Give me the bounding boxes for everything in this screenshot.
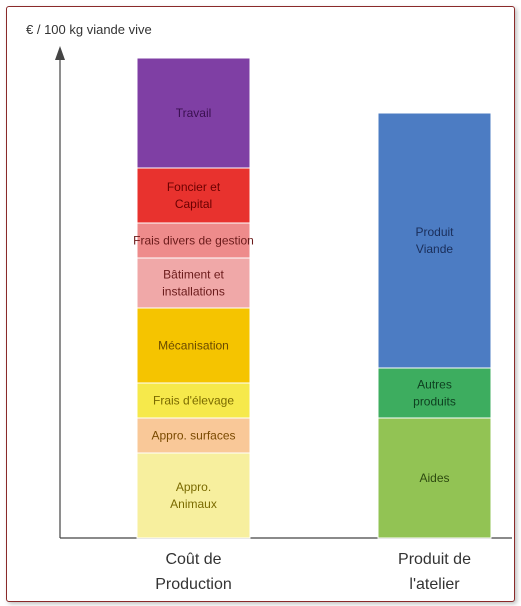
category-label-produit-de-l-atelier: Produit de l'atelier bbox=[398, 551, 471, 593]
segment-label-appro-animaux: Appro. Animaux bbox=[170, 480, 217, 511]
segment-label-appro-surfaces: Appro. surfaces bbox=[151, 429, 235, 443]
segment-label-produit-viande: Produit Viande bbox=[415, 225, 454, 256]
segment-batiment-et-installations bbox=[136, 257, 251, 309]
y-axis-label: € / 100 kg viande vive bbox=[26, 22, 152, 37]
segment-autres-produits bbox=[377, 367, 492, 419]
bars-group: Appro. Animaux Appro. surfaces Frais d'élev… bbox=[133, 57, 492, 539]
segment-aides bbox=[377, 417, 492, 539]
segment-mecanisation bbox=[136, 307, 251, 384]
segment-label-mecanisation: Mécanisation bbox=[158, 339, 229, 353]
segment-label-foncier-et-capital: Foncier et Capital bbox=[167, 180, 221, 211]
segment-frais-divers-de-gestion bbox=[136, 222, 251, 259]
segment-foncier-et-capital bbox=[136, 167, 251, 224]
segment-frais-d-elevage bbox=[136, 382, 251, 419]
segment-label-autres-produits: Autres produits bbox=[413, 378, 456, 409]
y-axis-arrow bbox=[55, 46, 65, 60]
segment-appro-animaux bbox=[136, 452, 251, 539]
segment-label-batiment-et-installations: Bâtiment et installations bbox=[162, 268, 225, 299]
segment-label-travail: Travail bbox=[176, 106, 212, 120]
segment-label-aides: Aides bbox=[419, 471, 449, 485]
category-labels: Coût de Production Produit de l'atelier bbox=[155, 551, 471, 593]
segment-travail bbox=[136, 57, 251, 169]
segment-produit-viande bbox=[377, 112, 492, 369]
category-label-cout-de-production: Coût de Production bbox=[155, 551, 232, 593]
segment-label-frais-d-elevage: Frais d'élevage bbox=[153, 394, 234, 408]
segment-label-frais-divers-de-gestion: Frais divers de gestion bbox=[133, 234, 254, 248]
